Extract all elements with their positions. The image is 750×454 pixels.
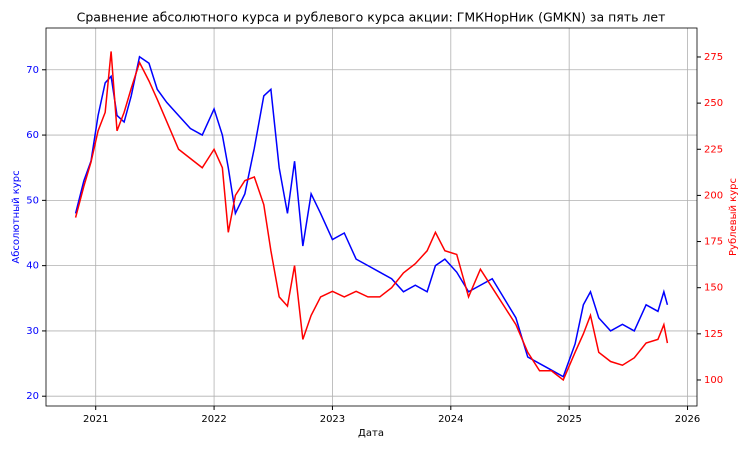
- y-tick-label: 50: [26, 195, 39, 206]
- y-tick-label: 20: [26, 391, 39, 402]
- y-tick-label: 60: [26, 130, 39, 141]
- y-tick-label: 70: [26, 65, 39, 76]
- data-line: [74, 55, 669, 378]
- x-tick-label: 2021: [83, 414, 108, 425]
- y-tick-label: 40: [26, 261, 39, 272]
- x-tick-label: 2022: [201, 414, 226, 425]
- x-tick-label: 2025: [556, 414, 581, 425]
- y2-tick-label: 225: [704, 144, 723, 155]
- y-axis-label: Абсолютный курс: [11, 170, 22, 263]
- chart-title: Сравнение абсолютного курса и рублевого …: [77, 10, 666, 25]
- y2-tick-label: 200: [704, 190, 723, 201]
- y2-tick-label: 275: [704, 52, 723, 63]
- plot-frame: [45, 27, 698, 407]
- y2-tick-label: 250: [704, 98, 723, 109]
- y2-axis-label: Рублевый курс: [728, 178, 739, 256]
- x-tick-label: 2024: [438, 414, 463, 425]
- x-tick-label: 2026: [675, 414, 700, 425]
- y2-tick-label: 125: [704, 329, 723, 340]
- y-tick-label: 30: [26, 326, 39, 337]
- y2-tick-label: 100: [704, 375, 723, 386]
- y2-tick-label: 175: [704, 237, 723, 248]
- x-axis-label: Дата: [358, 428, 384, 439]
- x-tick-label: 2023: [320, 414, 345, 425]
- data-line: [74, 51, 669, 382]
- y2-tick-label: 150: [704, 283, 723, 294]
